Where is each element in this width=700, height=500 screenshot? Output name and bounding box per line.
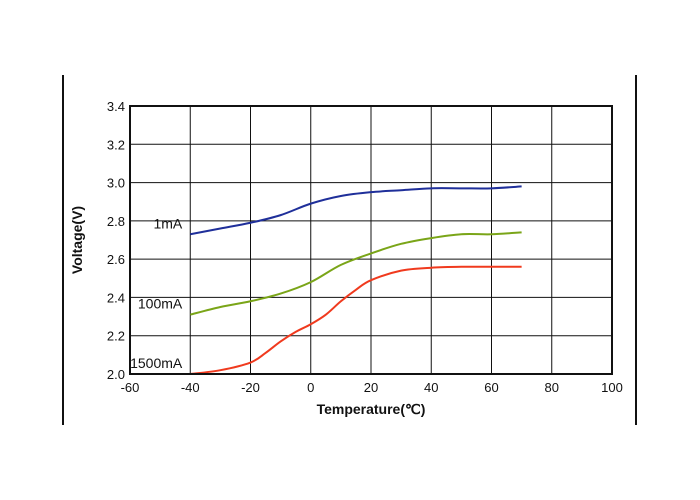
y-tick-label: 2.0 [107,367,125,382]
y-axis-title: Voltage(V) [69,206,85,274]
series-label-100ma: 100mA [138,296,183,312]
tick-labels: -60 -40 -20 0 20 40 60 80 100 2.0 2.2 2.4 2.6 2.8 3.0 3… [107,99,623,395]
series-lines [190,185,522,375]
y-tick-label: 3.0 [107,176,125,191]
x-axis-title: Temperature(℃) [317,401,426,417]
y-tick-label: 3.4 [107,99,125,114]
y-tick-label: 2.2 [107,329,125,344]
y-tick-label: 3.2 [107,137,125,152]
page-border-left [62,75,64,425]
x-tick-label: 80 [545,380,559,395]
series-line-1500ma [190,265,522,375]
series-label-1500ma: 1500mA [130,355,183,371]
x-tick-label: -20 [241,380,260,395]
series-label-1ma: 1mA [153,215,182,231]
y-tick-label: 2.6 [107,252,125,267]
plot-frame [129,105,613,375]
grid-lines [129,105,613,375]
series-line-1ma [190,185,522,236]
y-tick-label: 2.8 [107,214,125,229]
series-labels: 1mA 100mA 1500mA [130,215,183,371]
x-tick-label: 40 [424,380,438,395]
x-tick-label: 0 [307,380,314,395]
y-tick-label: 2.4 [107,290,125,305]
x-tick-label: 100 [601,380,623,395]
series-line-100ma [190,231,522,316]
x-tick-label: 20 [364,380,378,395]
x-tick-label: -40 [181,380,200,395]
page-border-right [635,75,637,425]
x-tick-label: -60 [121,380,140,395]
x-tick-label: 60 [484,380,498,395]
